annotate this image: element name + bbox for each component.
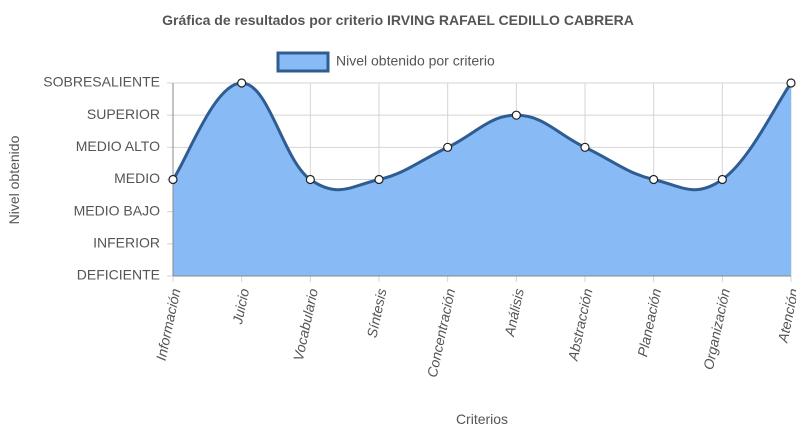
data-point[interactable]	[168, 174, 178, 185]
data-point[interactable]	[717, 174, 727, 185]
chart-title: Gráfica de resultados por criterio IRVIN…	[162, 12, 634, 28]
x-tick-label: Organización	[700, 287, 733, 371]
x-tick-label: Síntesis	[364, 287, 390, 339]
data-point[interactable]	[649, 174, 659, 185]
series-line	[171, 81, 793, 192]
data-point[interactable]	[374, 174, 384, 185]
x-tick-label: Análisis	[501, 287, 527, 339]
x-axis-title: Criterios	[456, 411, 508, 427]
data-point[interactable]	[511, 110, 521, 120]
data-point[interactable]	[786, 78, 796, 88]
data-point[interactable]	[305, 174, 315, 185]
x-tick-label: Juicio	[229, 287, 252, 327]
data-point[interactable]	[443, 142, 453, 152]
data-point[interactable]	[580, 142, 590, 152]
data-points	[168, 78, 796, 185]
x-tick-label: Información	[153, 287, 184, 362]
y-axis-title: Nivel obtenido	[6, 135, 22, 224]
x-tick-label: Vocabulario	[290, 287, 321, 362]
legend-label[interactable]: Nivel obtenido por criterio	[336, 53, 495, 69]
y-tick-labels: DEFICIENTE INFERIOR MEDIO BAJO MEDIO MEDIO A…	[43, 74, 160, 283]
y-tick-label: SOBRESALIENTE	[43, 74, 160, 90]
y-tick-label: SUPERIOR	[87, 106, 160, 122]
x-tick-label: Abstracción	[564, 287, 595, 363]
x-tick-label: Atención	[774, 287, 796, 345]
x-tick-label: Concentración	[424, 287, 458, 379]
y-tick-label: DEFICIENTE	[77, 267, 160, 283]
legend-swatch[interactable]	[276, 51, 330, 73]
data-point[interactable]	[237, 78, 247, 88]
y-tick-label: MEDIO	[114, 170, 160, 186]
y-tick-label: MEDIO ALTO	[76, 138, 160, 154]
x-tick-label: Planeación	[634, 287, 664, 358]
series-area	[173, 83, 791, 276]
x-tick-labels: Información Juicio Vocabulario Síntesis Conc…	[153, 287, 796, 379]
y-tick-label: MEDIO BAJO	[74, 202, 160, 218]
y-tick-label: INFERIOR	[93, 235, 160, 251]
legend[interactable]: Nivel obtenido por criterio	[276, 51, 495, 73]
